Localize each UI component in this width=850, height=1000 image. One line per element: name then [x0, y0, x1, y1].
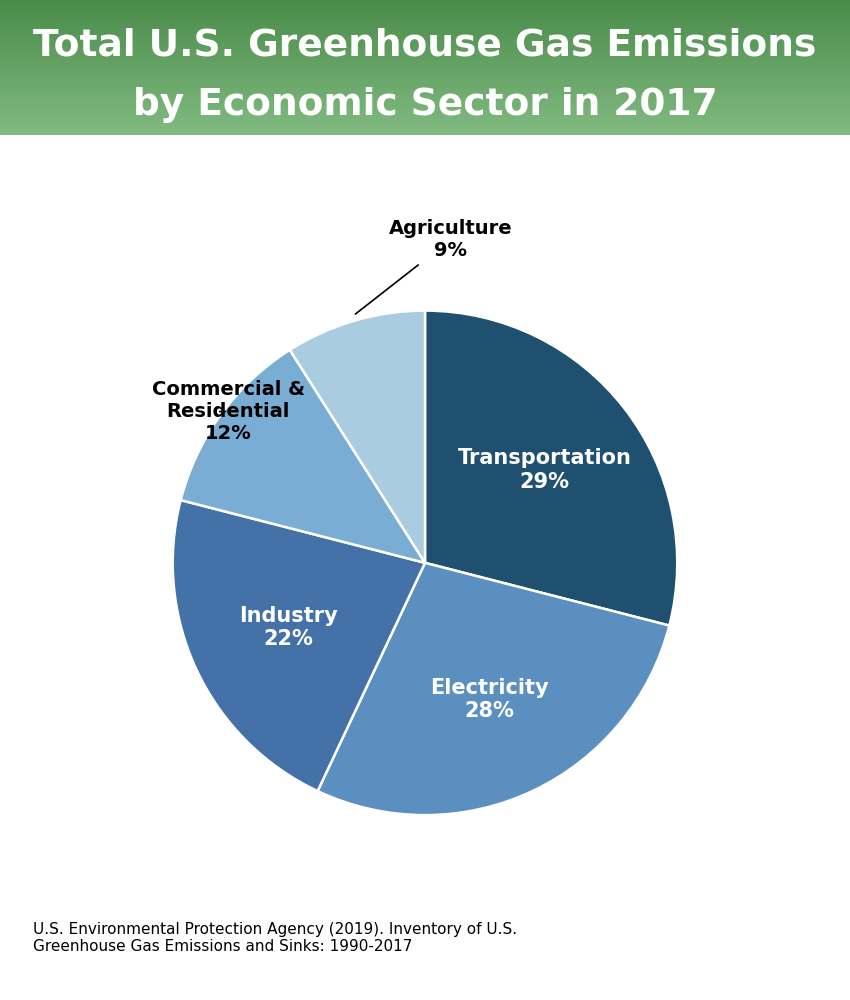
Bar: [0, 92, 850, 95]
Bar: [0, 90, 850, 92]
Bar: [0, 63, 850, 65]
Wedge shape: [290, 311, 425, 563]
Bar: [0, 88, 850, 90]
Bar: [0, 81, 850, 83]
Bar: [0, 9, 850, 11]
Bar: [0, 101, 850, 104]
Bar: [0, 56, 850, 58]
Bar: [0, 18, 850, 20]
Bar: [0, 58, 850, 61]
Bar: [0, 40, 850, 43]
Bar: [0, 121, 850, 124]
Bar: [0, 27, 850, 29]
Bar: [0, 74, 850, 77]
Bar: [0, 4, 850, 7]
Bar: [0, 0, 850, 2]
Bar: [0, 7, 850, 9]
Bar: [0, 47, 850, 49]
Bar: [0, 112, 850, 115]
Bar: [0, 79, 850, 81]
Bar: [0, 133, 850, 135]
Bar: [0, 54, 850, 56]
Bar: [0, 70, 850, 72]
Bar: [0, 104, 850, 106]
Bar: [0, 36, 850, 38]
Bar: [0, 130, 850, 133]
Text: Electricity
28%: Electricity 28%: [430, 678, 549, 721]
Bar: [0, 119, 850, 121]
Bar: [0, 38, 850, 40]
Bar: [0, 117, 850, 119]
Text: Total U.S. Greenhouse Gas Emissions: Total U.S. Greenhouse Gas Emissions: [33, 28, 817, 64]
Bar: [0, 61, 850, 63]
Bar: [0, 68, 850, 70]
Bar: [0, 65, 850, 68]
Bar: [0, 22, 850, 25]
Bar: [0, 77, 850, 79]
Bar: [0, 86, 850, 88]
Wedge shape: [318, 563, 669, 815]
Bar: [0, 20, 850, 22]
Text: Industry
22%: Industry 22%: [239, 606, 337, 649]
Bar: [0, 45, 850, 47]
Bar: [0, 126, 850, 128]
Wedge shape: [181, 350, 425, 563]
Bar: [0, 52, 850, 54]
Bar: [0, 128, 850, 130]
Bar: [0, 72, 850, 74]
Bar: [0, 124, 850, 126]
Bar: [0, 16, 850, 18]
Bar: [0, 11, 850, 13]
Bar: [0, 97, 850, 99]
Text: Commercial &
Residential
12%: Commercial & Residential 12%: [151, 380, 305, 443]
Text: U.S. Environmental Protection Agency (2019). Inventory of U.S.
Greenhouse Gas Em: U.S. Environmental Protection Agency (20…: [33, 922, 518, 954]
Bar: [0, 95, 850, 97]
Bar: [0, 115, 850, 117]
Wedge shape: [425, 311, 677, 626]
Bar: [0, 13, 850, 16]
Wedge shape: [173, 500, 425, 791]
Bar: [0, 25, 850, 27]
Bar: [0, 49, 850, 52]
Bar: [0, 110, 850, 112]
Text: by Economic Sector in 2017: by Economic Sector in 2017: [133, 87, 717, 123]
Text: Transportation
29%: Transportation 29%: [457, 448, 632, 492]
Bar: [0, 106, 850, 108]
Bar: [0, 43, 850, 45]
Bar: [0, 29, 850, 31]
Text: Agriculture
9%: Agriculture 9%: [355, 219, 512, 314]
Bar: [0, 83, 850, 86]
Bar: [0, 108, 850, 110]
Bar: [0, 2, 850, 4]
Bar: [0, 31, 850, 34]
Bar: [0, 99, 850, 101]
Bar: [0, 34, 850, 36]
